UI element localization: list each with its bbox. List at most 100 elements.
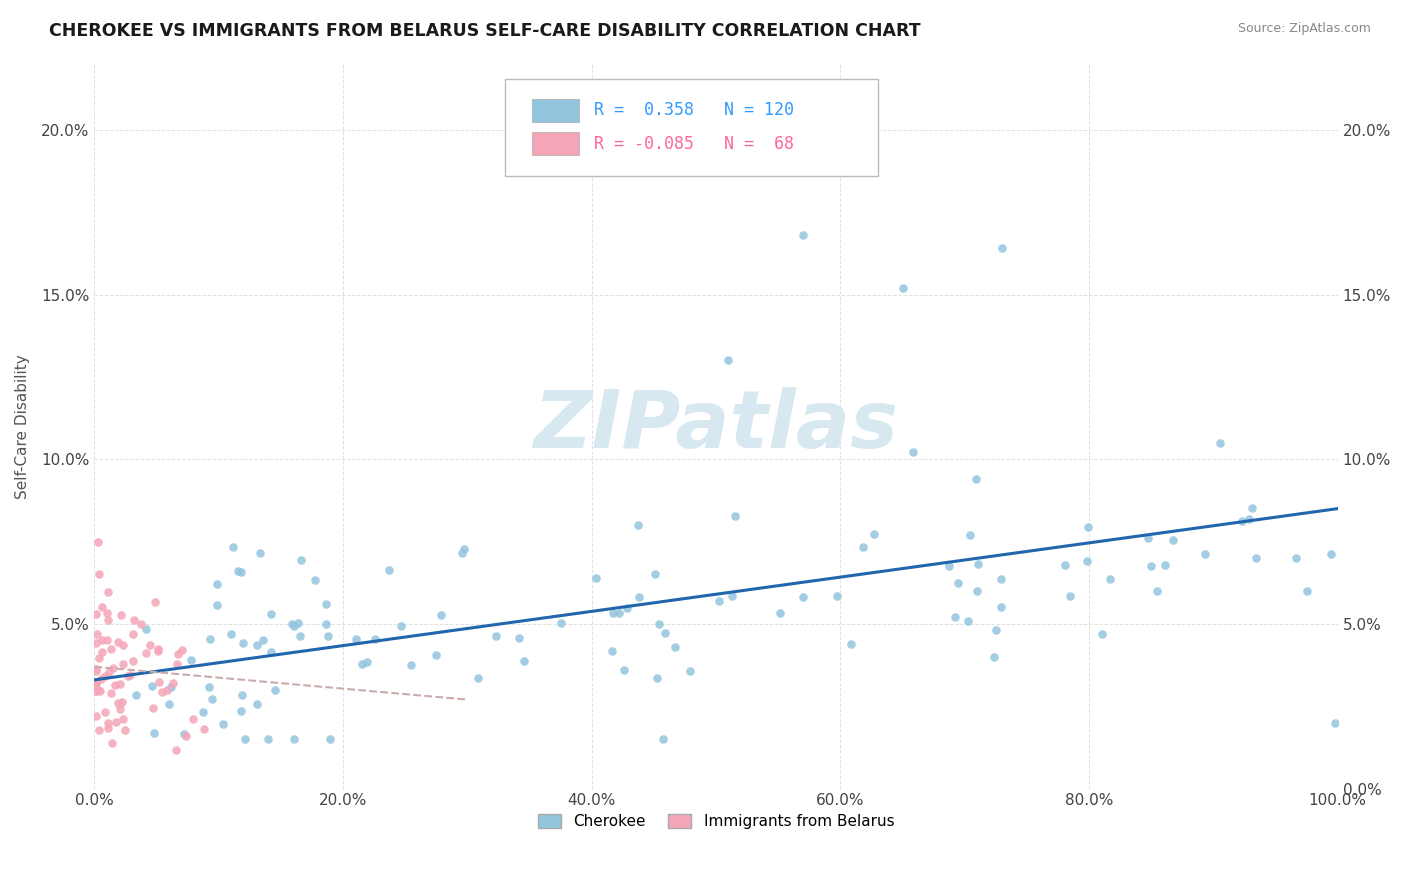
- Point: [283, 732, 305, 747]
- Point: [983, 649, 1005, 664]
- Point: [89, 567, 111, 582]
- Point: [150, 685, 173, 699]
- Point: [1059, 589, 1081, 603]
- Point: [613, 663, 636, 677]
- Point: [956, 614, 979, 628]
- Point: [1137, 531, 1160, 545]
- Point: [252, 633, 274, 648]
- Point: [232, 636, 254, 650]
- Point: [104, 677, 127, 691]
- Point: [246, 639, 269, 653]
- Point: [129, 616, 152, 631]
- Point: [87, 534, 110, 549]
- Point: [1154, 558, 1177, 573]
- Point: [508, 631, 530, 645]
- Point: [84, 683, 107, 698]
- Point: [94, 706, 117, 720]
- Point: [170, 642, 193, 657]
- Point: [852, 540, 875, 554]
- Point: [430, 607, 453, 622]
- Point: [607, 606, 630, 620]
- Point: [648, 617, 671, 632]
- Point: [200, 692, 222, 706]
- Point: [264, 682, 287, 697]
- Point: [84, 709, 107, 723]
- Point: [141, 679, 163, 693]
- Point: [207, 576, 229, 591]
- Point: [965, 472, 987, 486]
- Point: [84, 636, 107, 650]
- Point: [451, 546, 474, 560]
- Point: [1295, 583, 1317, 598]
- Point: [901, 445, 924, 459]
- Point: [122, 654, 145, 668]
- Point: [948, 575, 970, 590]
- Point: [233, 732, 256, 747]
- Point: [84, 684, 107, 698]
- Point: [664, 640, 686, 654]
- Point: [84, 665, 107, 679]
- Point: [287, 615, 309, 630]
- Point: [863, 526, 886, 541]
- Point: [207, 598, 229, 612]
- Point: [453, 542, 475, 557]
- Point: [142, 726, 165, 740]
- Point: [91, 644, 114, 658]
- Point: [1246, 550, 1268, 565]
- Point: [585, 571, 607, 585]
- Point: [198, 632, 221, 646]
- Point: [717, 353, 740, 368]
- Point: [945, 610, 967, 624]
- Point: [792, 228, 814, 243]
- Point: [984, 624, 1007, 638]
- Point: [84, 677, 107, 691]
- Point: [84, 674, 107, 689]
- Point: [1230, 514, 1253, 528]
- Point: [96, 633, 118, 648]
- Point: [1194, 547, 1216, 561]
- Point: [135, 646, 157, 660]
- Point: [628, 590, 651, 604]
- Point: [193, 705, 215, 719]
- Point: [841, 637, 863, 651]
- Point: [180, 653, 202, 667]
- Point: [600, 643, 623, 657]
- Point: [107, 696, 129, 710]
- Point: [724, 509, 747, 524]
- Point: [720, 589, 742, 603]
- Point: [110, 607, 132, 622]
- Point: [167, 647, 190, 661]
- Point: [1146, 583, 1168, 598]
- Point: [121, 627, 143, 641]
- Point: [1099, 572, 1122, 586]
- Point: [141, 701, 163, 715]
- Text: R =  0.358   N = 120: R = 0.358 N = 120: [595, 102, 794, 120]
- Point: [118, 668, 141, 682]
- Point: [319, 732, 342, 747]
- Point: [513, 654, 536, 668]
- Point: [654, 626, 676, 640]
- Point: [90, 672, 112, 686]
- Point: [111, 694, 134, 708]
- Point: [627, 517, 650, 532]
- Point: [938, 559, 960, 574]
- Point: [166, 657, 188, 672]
- Point: [1140, 559, 1163, 574]
- Point: [315, 617, 337, 632]
- Point: [221, 627, 243, 641]
- Point: [84, 662, 107, 676]
- Point: [222, 540, 245, 554]
- Point: [160, 680, 183, 694]
- Point: [316, 628, 339, 642]
- Point: [112, 657, 135, 671]
- Point: [229, 566, 252, 580]
- Point: [679, 664, 702, 678]
- Point: [1091, 627, 1114, 641]
- Point: [157, 697, 180, 711]
- Point: [97, 721, 120, 735]
- Point: [100, 686, 122, 700]
- Point: [389, 619, 412, 633]
- Point: [1237, 512, 1260, 526]
- Legend: Cherokee, Immigrants from Belarus: Cherokee, Immigrants from Belarus: [531, 808, 900, 835]
- Point: [90, 600, 112, 615]
